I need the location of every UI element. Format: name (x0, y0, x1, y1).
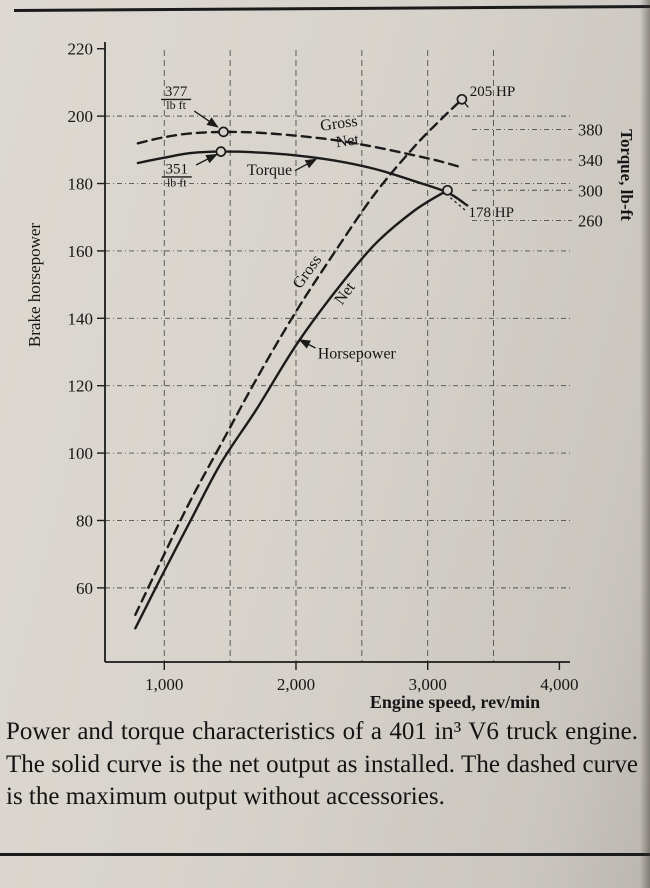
annotation-leader-hp-205-label (464, 102, 469, 108)
annotation-text-net-hp-label-0: Net (331, 279, 359, 308)
series-net-torque (136, 150, 469, 207)
series-net-horsepower (134, 189, 449, 630)
annotation-text-net-torque-label-0: Net (335, 131, 361, 151)
y-tick-label-180: 180 (68, 175, 94, 194)
series-gross-horsepower (134, 98, 464, 616)
annotation-text-peak-377-1: lb ft (166, 98, 186, 112)
right-tick-label-300: 300 (578, 181, 603, 200)
y-axis-title-left: Brake horsepower (25, 223, 44, 347)
marker-peak-gross-torque (218, 126, 229, 138)
marker-peak-net-hp (442, 184, 453, 196)
x-tick-label-4000: 4,000 (540, 675, 578, 694)
y-tick-label-80: 80 (76, 511, 93, 530)
annotation-text-peak-351-0: 351 (166, 161, 189, 177)
y-tick-label-100: 100 (68, 444, 94, 463)
gridlines (105, 50, 572, 662)
annotation-text-gross-torque-label-0: Gross (319, 113, 358, 135)
x-axis-title: Engine speed, rev/min (370, 692, 540, 712)
annotation-leader-hp-178-label (449, 197, 467, 212)
series-gross-torque (136, 130, 464, 169)
annotation-text-horsepower-callout-0: Horsepower (318, 346, 397, 363)
right-tick-label-340: 340 (578, 151, 603, 170)
markers (215, 93, 468, 196)
annotation-leader-peak-351 (195, 153, 218, 166)
y-tick-label-160: 160 (68, 242, 94, 261)
y-tick-label-140: 140 (68, 309, 94, 328)
marker-peak-net-torque (215, 146, 227, 157)
engine-performance-chart: 60 80 100 120 140 160 180 200 220 1,000 2,000 3,000… (25, 40, 636, 712)
annotation-gross-torque-label: Gross (319, 113, 358, 135)
right-tick-label-260: 260 (578, 212, 603, 231)
annotation-text-gross-hp-label-0: Gross (290, 252, 326, 292)
x-tick-label-1000: 1,000 (145, 675, 183, 694)
right-tick-label-380: 380 (578, 121, 603, 140)
annotation-net-torque-label: Net (335, 131, 361, 151)
annotation-gross-hp-label: Gross (290, 252, 326, 292)
axes: 60 80 100 120 140 160 180 200 220 1,000 2,000 3,000… (25, 40, 636, 712)
engine-figure: 60 80 100 120 140 160 180 200 220 1,000 2,000 3,000… (0, 14, 650, 814)
y-tick-label-120: 120 (68, 377, 94, 396)
x-tick-label-3000: 3,000 (409, 675, 447, 694)
annotation-leader-horsepower-callout (298, 339, 316, 349)
annotation-net-hp-label: Net (331, 279, 359, 308)
annotation-text-peak-377-0: 377 (165, 84, 188, 100)
annotation-text-torque-callout-0: Torque (247, 162, 292, 179)
annotation-text-hp-205-label-0: 205 HP (470, 84, 515, 100)
annotation-leader-peak-377 (193, 110, 219, 128)
y-tick-label-220: 220 (68, 40, 94, 59)
y-tick-label-60: 60 (76, 579, 93, 598)
annotation-hp-178-label: 178 HP (449, 197, 514, 221)
figure-caption: Power and torque characteristics of a 40… (6, 718, 638, 810)
bottom-rule (0, 853, 650, 856)
annotation-horsepower-callout: Horsepower (298, 339, 397, 363)
annotation-text-peak-351-1: lb ft (167, 175, 187, 189)
y-tick-label-200: 200 (68, 107, 94, 126)
annotation-torque-callout: Torque (247, 158, 318, 179)
x-tick-label-2000: 2,000 (277, 675, 315, 694)
y-axis-title-right: Torque, lb-ft (617, 129, 636, 221)
annotation-hp-205-label: 205 HP (464, 84, 515, 108)
annotation-leader-torque-callout (294, 158, 318, 172)
marker-peak-gross-hp (456, 93, 468, 105)
top-rule (13, 5, 650, 12)
annotation-text-hp-178-label-0: 178 HP (469, 205, 514, 221)
